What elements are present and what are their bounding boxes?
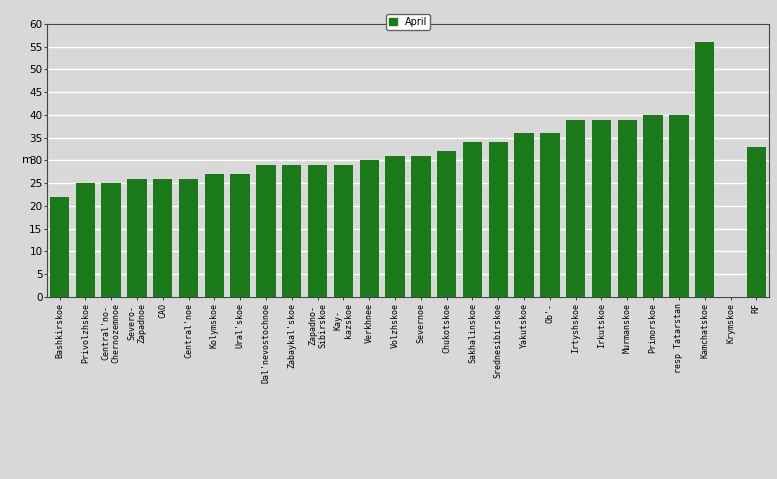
Legend: April: April	[386, 14, 430, 30]
Y-axis label: m: m	[23, 156, 33, 165]
Bar	[231, 174, 250, 297]
Bar	[360, 160, 379, 297]
Bar	[411, 156, 430, 297]
Bar	[643, 115, 663, 297]
Bar	[75, 183, 95, 297]
Bar	[747, 147, 766, 297]
Bar	[437, 151, 456, 297]
Bar	[334, 165, 353, 297]
Bar	[618, 120, 637, 297]
Bar	[695, 42, 714, 297]
Bar	[127, 179, 147, 297]
Bar	[102, 183, 120, 297]
Bar	[385, 156, 405, 297]
Bar	[489, 142, 508, 297]
Bar	[256, 165, 276, 297]
Bar	[179, 179, 198, 297]
Bar	[308, 165, 327, 297]
Bar	[514, 133, 534, 297]
Bar	[282, 165, 301, 297]
Bar	[669, 115, 688, 297]
Bar	[592, 120, 611, 297]
Bar	[540, 133, 559, 297]
Bar	[153, 179, 172, 297]
Bar	[204, 174, 224, 297]
Bar	[463, 142, 482, 297]
Bar	[566, 120, 585, 297]
Bar	[50, 197, 69, 297]
